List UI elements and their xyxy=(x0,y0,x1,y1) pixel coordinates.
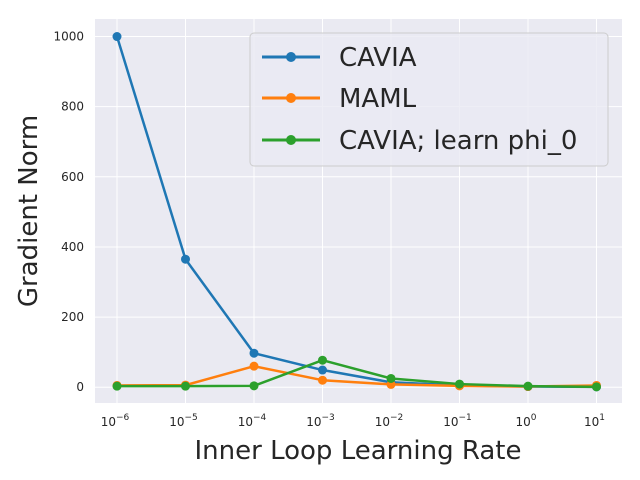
data-point xyxy=(181,381,190,391)
legend-marker-cavia xyxy=(286,52,296,62)
y-axis-label: Gradient Norm xyxy=(14,115,44,307)
series-layer xyxy=(112,32,601,392)
legend: CAVIA MAML CAVIA; learn phi_0 xyxy=(249,32,609,167)
legend-marker-maml xyxy=(286,93,296,103)
series-line xyxy=(117,358,597,389)
data-point xyxy=(112,32,122,42)
data-point xyxy=(112,381,122,391)
data-point xyxy=(181,254,190,264)
data-point xyxy=(318,355,327,365)
data-point xyxy=(523,381,533,391)
data-point xyxy=(249,361,259,371)
y-tick-label: 600 xyxy=(61,170,84,184)
data-point xyxy=(455,379,464,389)
data-point xyxy=(318,375,327,385)
legend-label-cavia: CAVIA xyxy=(339,43,417,73)
y-tick-label: 1000 xyxy=(53,30,84,44)
series-cavia-learn-phi-0 xyxy=(112,355,601,392)
data-point xyxy=(249,381,259,391)
legend-label-cavia-learn-phi0: CAVIA; learn phi_0 xyxy=(339,126,577,156)
legend-label-maml: MAML xyxy=(339,84,417,114)
y-tick-label: 0 xyxy=(76,380,84,394)
data-point xyxy=(592,382,601,392)
y-tick-label: 200 xyxy=(61,310,84,324)
data-point xyxy=(386,373,396,383)
data-point xyxy=(249,348,259,358)
legend-marker-cavia-learn-phi0 xyxy=(286,135,296,145)
x-axis-label: Inner Loop Learning Rate xyxy=(195,436,522,466)
legend-box xyxy=(249,32,609,167)
y-tick-label: 800 xyxy=(61,100,84,114)
data-point xyxy=(318,365,327,375)
y-tick-label: 400 xyxy=(61,240,84,254)
